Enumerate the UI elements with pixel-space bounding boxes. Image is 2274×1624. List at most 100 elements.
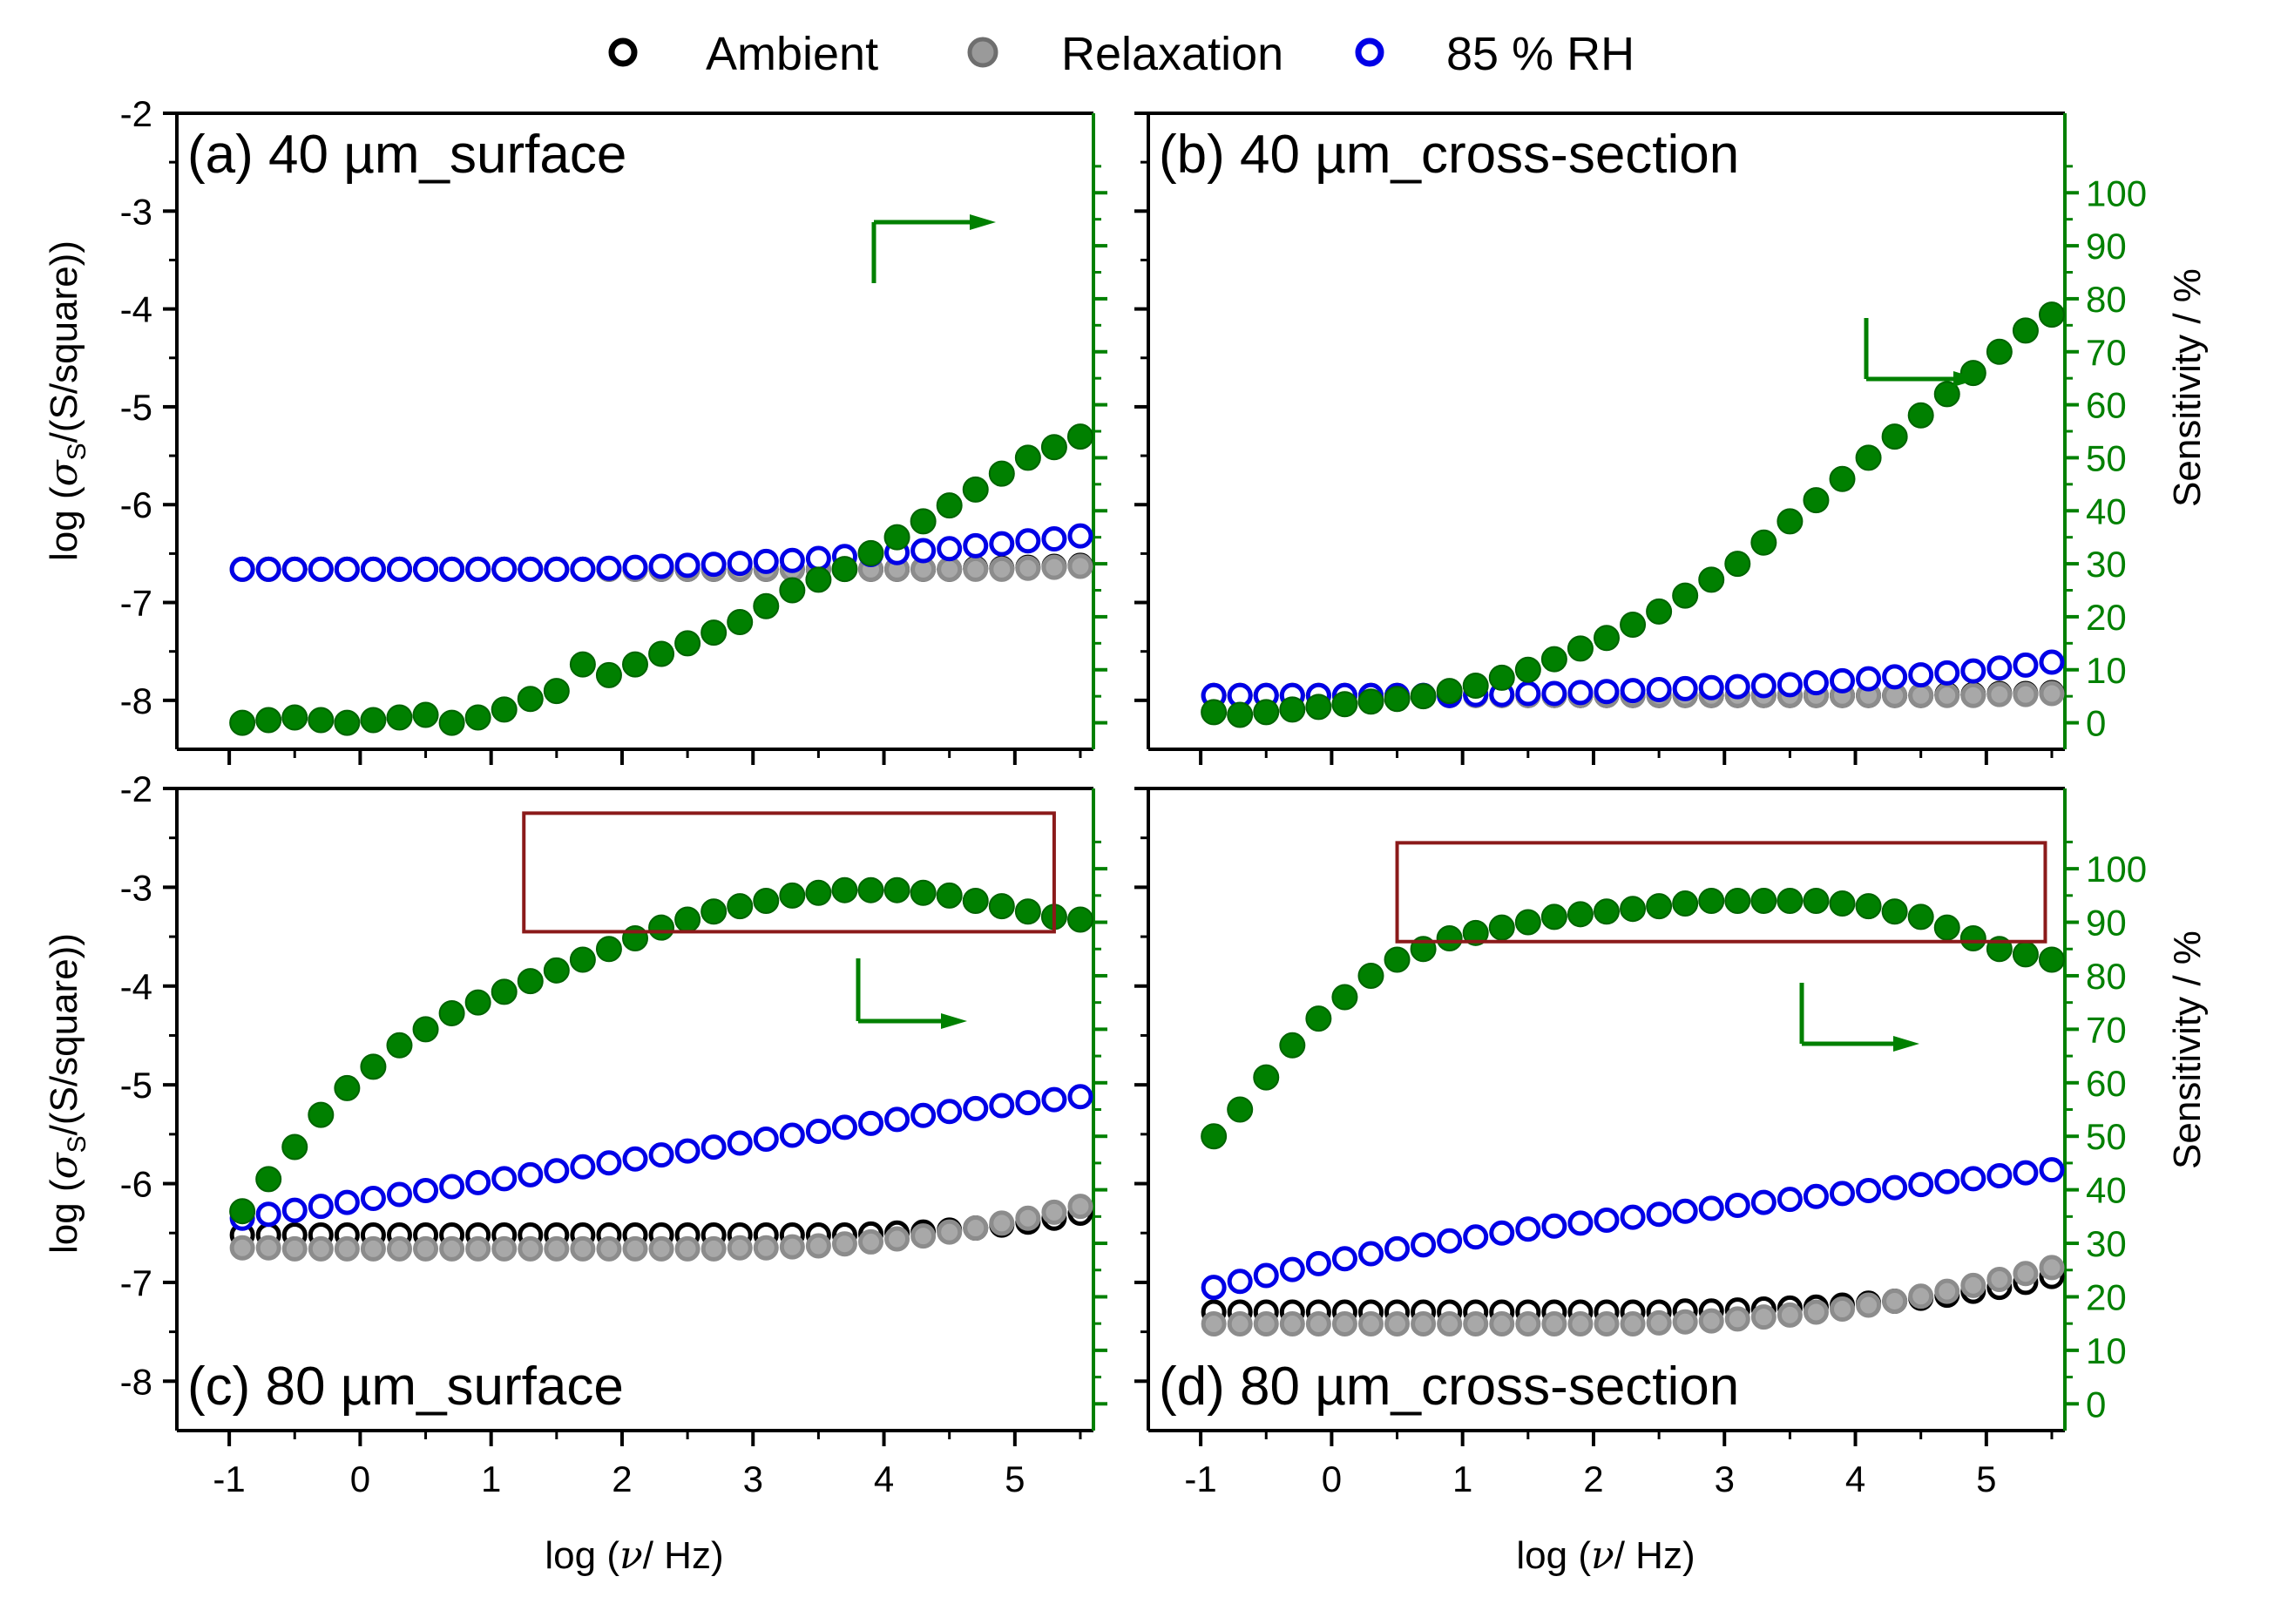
rh85-point: [1698, 674, 1724, 700]
series-sensitivity: [1201, 887, 2065, 1150]
rh85-point: [1227, 1068, 1248, 1089]
relaxation-point: [1148, 1175, 1169, 1196]
sensitivity-point: [1331, 984, 1358, 1011]
sensitivity-point: [727, 893, 754, 920]
y2-tick-label: 40: [2086, 491, 2127, 531]
y2-tick-label: 30: [2086, 1223, 2127, 1264]
ambient-point: [1227, 545, 1248, 565]
sensitivity-point: [1331, 691, 1358, 718]
relaxation-point: [779, 1234, 805, 1260]
rh85-point: [1750, 1189, 1777, 1215]
relaxation-point: [1567, 1311, 1594, 1337]
relaxation-point: [544, 1235, 570, 1262]
sensitivity-point: [1881, 898, 1908, 925]
rh85-point: [1305, 1059, 1326, 1080]
rh85-point: [1174, 515, 1195, 536]
sensitivity-point: [988, 460, 1015, 487]
x-axis-title-left: log (ν/ Hz): [545, 1533, 723, 1578]
relaxation-point: [1358, 534, 1379, 555]
relaxation-point: [1279, 542, 1300, 563]
x-axis-title-nu: ν: [619, 1533, 643, 1578]
legend-marker-ambient: [608, 37, 638, 67]
rh85-point: [2146, 637, 2167, 658]
sensitivity-point: [1594, 898, 1620, 925]
y-tick-label: -8: [120, 1361, 152, 1402]
arrow-head: [1953, 371, 1980, 387]
ambient-point: [1384, 1132, 1405, 1153]
arrow-head: [1893, 1036, 1919, 1052]
sensitivity-point: [1698, 566, 1725, 593]
relaxation-point: [1960, 1272, 1986, 1298]
relaxation-point: [1227, 1154, 1248, 1175]
rh85-point: [753, 548, 779, 574]
sensitivity-point: [255, 1166, 282, 1193]
plot-area: [1201, 244, 2195, 728]
y-axis-title-pre: log (: [43, 486, 85, 561]
rh85-point: [596, 1150, 622, 1176]
sensitivity-point: [1620, 896, 1647, 923]
rh85-point: [1096, 523, 1117, 544]
y2-tick-label: 0: [2086, 1384, 2106, 1424]
rh85-point: [648, 1142, 674, 1168]
sensitivity-point: [1147, 910, 1171, 935]
relaxation-point: [1803, 1299, 1829, 1325]
relaxation-point: [1960, 682, 1986, 708]
rh85-point: [1411, 1037, 1431, 1058]
rh85-point: [1830, 1181, 1856, 1207]
relaxation-point: [1096, 1189, 1117, 1210]
svg-text:log (σS/(S/square)): log (σS/(S/square)): [42, 933, 91, 1254]
sensitivity-point: [1227, 1096, 1254, 1123]
y2-tick-label: 90: [2086, 903, 2127, 944]
rh85-point: [465, 556, 491, 582]
sensitivity-point: [1855, 444, 1882, 471]
rh85-point: [2250, 1135, 2271, 1156]
relaxation-point: [910, 1223, 937, 1249]
sensitivity-point: [543, 957, 570, 984]
rh85-point: [1279, 502, 1300, 523]
relaxation-point: [1986, 681, 2013, 707]
sensitivity-point: [1066, 906, 1093, 933]
sensitivity-point: [491, 978, 518, 1005]
rh85-point: [386, 556, 412, 582]
rh85-point: [1358, 490, 1379, 511]
sensitivity-point: [1672, 582, 1699, 609]
rh85-point: [805, 1118, 831, 1144]
relaxation-point: [1148, 551, 1169, 572]
sensitivity-point: [1305, 694, 1332, 721]
sensitivity-point: [2170, 244, 2195, 268]
relaxation-point: [1015, 1205, 1041, 1231]
sensitivity-point: [1698, 887, 1725, 914]
rh85-point: [1279, 1063, 1300, 1084]
sensitivity-point: [727, 609, 754, 635]
x-tick-label: -1: [1184, 1458, 1216, 1499]
relaxation-point: [413, 1235, 439, 1262]
sensitivity-point: [334, 709, 361, 736]
rh85-point: [1724, 673, 1750, 700]
sensitivity-point: [962, 887, 989, 914]
ambient-point: [1279, 1155, 1300, 1176]
sensitivity-point: [857, 539, 884, 566]
relaxation-point: [1437, 1311, 1463, 1337]
sensitivity-point: [360, 707, 387, 734]
sensitivity-point: [753, 887, 780, 914]
rh85-point: [648, 553, 674, 579]
sensitivity-point: [962, 476, 989, 503]
rh85-point: [1384, 1235, 1411, 1262]
rh85-point: [831, 1114, 857, 1140]
ambient-point: [2172, 677, 2193, 698]
relaxation-point: [439, 1235, 465, 1262]
ambient-point: [1148, 550, 1169, 571]
y-axis-title-pre: log (: [43, 1179, 85, 1254]
rh85-point: [1015, 528, 1041, 554]
sensitivity-point: [1330, 355, 1355, 380]
relaxation-point: [1986, 1267, 2013, 1293]
relaxation-point: [1305, 1311, 1331, 1337]
ambient-point: [1253, 1161, 1274, 1182]
relaxation-point: [2013, 1261, 2039, 1287]
relaxation-point: [1122, 554, 1143, 575]
sensitivity-point: [1540, 646, 1567, 673]
relaxation-point: [831, 1231, 857, 1257]
relaxation-point: [1489, 1311, 1515, 1337]
sensitivity-point: [1357, 688, 1384, 715]
